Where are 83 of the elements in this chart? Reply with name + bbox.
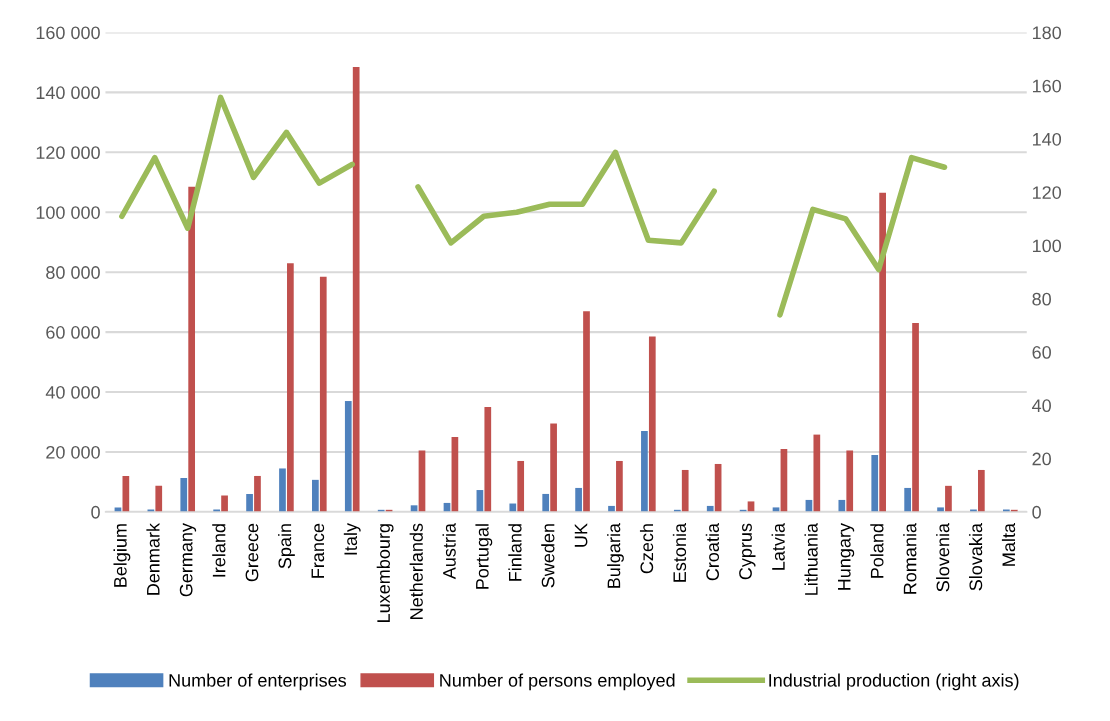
x-tick-label: Denmark [146, 522, 160, 595]
bar [641, 431, 648, 512]
bar [287, 263, 294, 512]
x-tick-label: Belgium [113, 524, 131, 587]
x-tick-label: Czech [639, 524, 654, 574]
bar [542, 493, 550, 512]
y2-tick-label: 120 [1032, 186, 1062, 199]
y2-tick-label: 60 [1032, 346, 1051, 359]
y-tick-label: 0 [91, 505, 100, 519]
y-tick-label: 40 000 [45, 385, 100, 399]
x-tick-label: Portugal [475, 524, 493, 589]
x-tick-label: Romania [903, 523, 917, 594]
bar [583, 311, 590, 512]
bar [616, 460, 623, 512]
bar [254, 475, 261, 512]
x-tick-label: Slovakia [968, 523, 983, 591]
x-tick-label: Netherlands [409, 523, 423, 619]
bar [846, 450, 854, 512]
x-tick-label: Italy [343, 523, 361, 555]
y2-tick-label: 160 [1032, 79, 1062, 93]
y-tick-label: 100 000 [36, 206, 100, 219]
x-tick-label: Sweden [541, 524, 555, 588]
x-tick-label: Estonia [672, 523, 687, 582]
bar [246, 493, 253, 512]
bar [122, 475, 130, 512]
y2-tick-label: 0 [1032, 505, 1041, 519]
x-tick-label: Croatia [705, 523, 720, 581]
bar [352, 66, 360, 512]
bar [977, 469, 985, 512]
bar [180, 478, 188, 512]
y2-tick-label: 40 [1032, 399, 1051, 413]
bar [813, 434, 821, 512]
y-tick-label: 20 000 [46, 445, 100, 459]
legend-label: Number of enterprises [169, 673, 347, 691]
bar [879, 192, 886, 512]
bar [155, 485, 163, 512]
y2-tick-label: 100 [1032, 239, 1062, 253]
y-tick-label: 120 000 [36, 146, 100, 160]
x-tick-label: Hungary [838, 523, 855, 590]
bar [904, 487, 911, 512]
bar [937, 507, 944, 512]
x-tick-label: Germany [179, 523, 197, 597]
bar [648, 336, 656, 512]
y2-tick-label: 80 [1032, 292, 1051, 306]
bar [681, 469, 689, 512]
y-tick-label: 160 000 [36, 26, 100, 40]
x-tick-label: France [311, 523, 325, 578]
x-tick-label: Malta [1001, 523, 1016, 566]
x-tick-label: Poland [870, 524, 884, 578]
x-tick-label: Slovenia [936, 523, 950, 592]
bar [344, 401, 352, 512]
legend-label: Number of persons employed [440, 673, 675, 691]
bar [312, 479, 319, 512]
x-tick-label: Bulgaria [607, 523, 624, 588]
x-tick-label: Latvia [771, 523, 785, 570]
x-tick-label: Austria [442, 523, 456, 580]
y-tick-label: 140 000 [36, 86, 100, 100]
x-tick-label: UK [574, 523, 588, 547]
y-tick-label: 80 000 [46, 266, 100, 279]
bar [517, 460, 525, 512]
x-tick-label: Finland [508, 524, 522, 581]
y2-tick-label: 20 [1032, 452, 1051, 466]
x-tick-label: Luxembourg [376, 524, 394, 622]
bar [279, 468, 286, 512]
bar [221, 495, 228, 512]
x-tick-label: Ireland [212, 524, 226, 577]
bar [550, 423, 557, 512]
x-tick-label: Spain [278, 524, 295, 569]
bar [945, 485, 952, 512]
legend-label: Industrial production (right axis) [769, 673, 1019, 691]
x-tick-label: Cyprus [739, 523, 756, 580]
bar [188, 186, 196, 512]
bar [912, 323, 919, 512]
bar [871, 454, 879, 512]
x-tick-label: Greece [245, 523, 259, 582]
bar [484, 407, 492, 512]
y2-tick-label: 140 [1032, 132, 1062, 146]
y2-tick-label: 180 [1032, 26, 1062, 40]
bar [838, 499, 846, 512]
bar [319, 276, 327, 512]
x-tick-label: Lithuania [804, 523, 818, 595]
bar [575, 487, 582, 512]
y-tick-label: 60 000 [46, 326, 100, 339]
